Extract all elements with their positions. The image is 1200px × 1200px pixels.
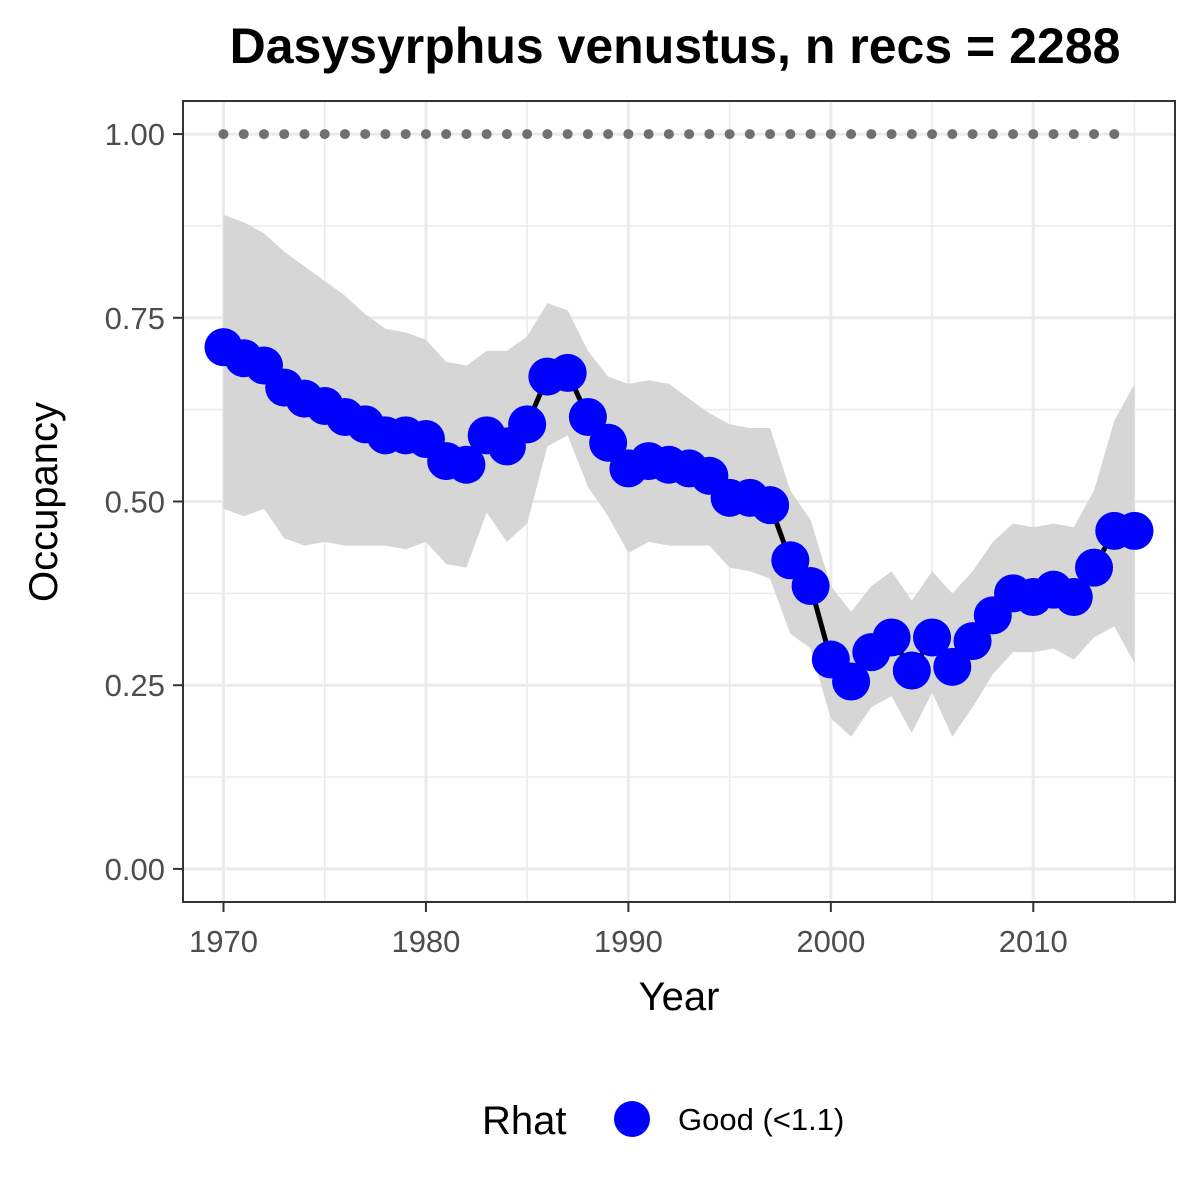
reference-dot (987, 129, 998, 140)
data-point (933, 647, 972, 686)
data-point (953, 622, 992, 661)
y-tick-label: 0.00 (105, 852, 165, 887)
reference-dot (360, 129, 371, 140)
legend-key-good (614, 1101, 650, 1137)
data-point (872, 618, 911, 657)
reference-dot (461, 129, 472, 140)
reference-dot (319, 129, 330, 140)
reference-dot (785, 129, 796, 140)
data-point (447, 445, 486, 484)
reference-dot (1109, 129, 1120, 140)
data-point (1115, 511, 1154, 550)
y-tick-label: 0.75 (105, 301, 165, 336)
x-tick-label: 2000 (796, 924, 865, 959)
data-point (568, 397, 607, 436)
reference-dot (522, 129, 533, 140)
reference-dot (927, 129, 938, 140)
reference-dot (765, 129, 776, 140)
reference-dot (299, 129, 310, 140)
reference-dot (420, 129, 431, 140)
reference-dot (967, 129, 978, 140)
x-tick-label: 1970 (189, 924, 258, 959)
data-point (892, 651, 931, 690)
reference-dot (906, 129, 917, 140)
data-point (589, 423, 628, 462)
x-tick-label: 1980 (391, 924, 460, 959)
reference-dot (1028, 129, 1039, 140)
reference-dot (866, 129, 877, 140)
reference-dot (825, 129, 836, 140)
reference-dot (663, 129, 674, 140)
reference-dot (380, 129, 391, 140)
reference-dot (1068, 129, 1079, 140)
y-axis-title: Occupancy (22, 402, 66, 602)
reference-dot (1089, 129, 1100, 140)
reference-dot (582, 129, 593, 140)
reference-dot (684, 129, 695, 140)
data-point (1054, 578, 1093, 617)
legend-label-good: Good (<1.1) (678, 1102, 844, 1137)
reference-dot (481, 129, 492, 140)
reference-dot (623, 129, 634, 140)
y-tick-label: 1.00 (105, 117, 165, 152)
reference-dot (441, 129, 452, 140)
reference-dot (744, 129, 755, 140)
x-tick-label: 1990 (594, 924, 663, 959)
occupancy-points (204, 328, 1154, 701)
y-tick-label: 0.50 (105, 485, 165, 520)
data-point (791, 567, 830, 606)
reference-dot (603, 129, 614, 140)
reference-dot (400, 129, 411, 140)
data-point (548, 353, 587, 392)
data-point (508, 405, 547, 444)
data-point (751, 486, 790, 525)
reference-dot (1048, 129, 1059, 140)
chart-title: Dasysyrphus venustus, n recs = 2288 (230, 18, 1121, 74)
reference-dot (947, 129, 958, 140)
data-point (832, 662, 871, 701)
reference-dot (1008, 129, 1019, 140)
data-point (1075, 548, 1114, 587)
reference-dot (501, 129, 512, 140)
x-axis-ticks: 1970 1980 1990 2000 2010 (189, 902, 1068, 959)
reference-dot (279, 129, 290, 140)
reference-dot (562, 129, 573, 140)
x-axis-title: Year (639, 975, 720, 1019)
reference-dot (886, 129, 897, 140)
x-tick-label: 2010 (999, 924, 1068, 959)
reference-dot (643, 129, 654, 140)
data-point (913, 618, 952, 657)
reference-dot (238, 129, 249, 140)
reference-dot (542, 129, 553, 140)
y-axis-ticks: 0.00 0.25 0.50 0.75 1.00 (105, 117, 183, 887)
legend-title: Rhat (482, 1099, 567, 1143)
reference-dot (805, 129, 816, 140)
reference-dot (258, 129, 269, 140)
data-point (771, 541, 810, 580)
reference-dot (846, 129, 857, 140)
legend: Rhat Good (<1.1) (482, 1099, 844, 1143)
reference-dot (704, 129, 715, 140)
reference-dot (724, 129, 735, 140)
reference-dotted-line (218, 129, 1120, 140)
reference-dot (339, 129, 350, 140)
y-tick-label: 0.25 (105, 668, 165, 703)
reference-dot (218, 129, 229, 140)
